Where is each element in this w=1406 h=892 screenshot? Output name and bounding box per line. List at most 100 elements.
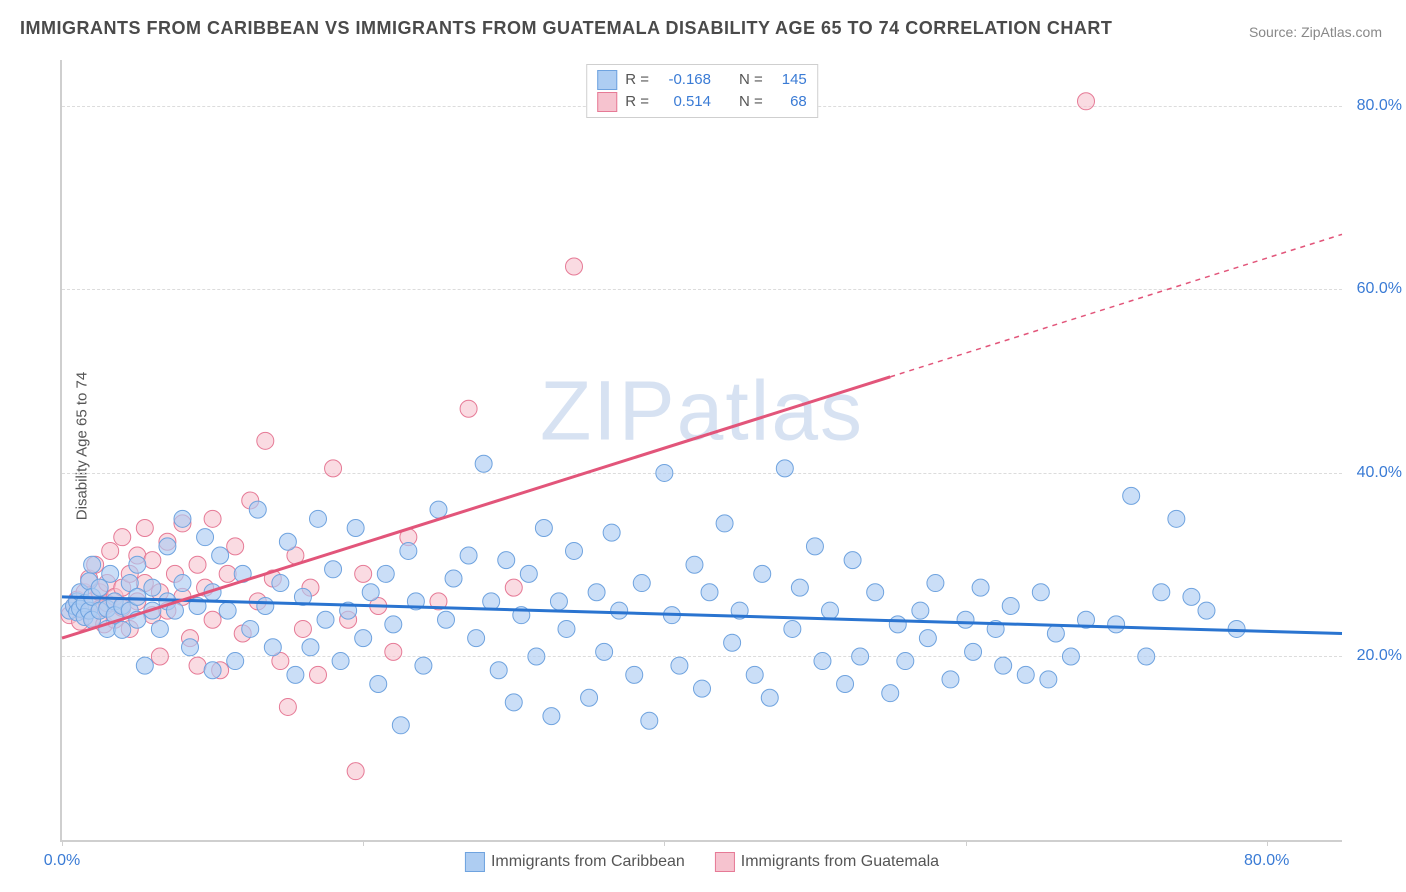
scatter-point-caribbean: [279, 533, 296, 550]
scatter-point-caribbean: [325, 561, 342, 578]
scatter-point-guatemala: [325, 460, 342, 477]
scatter-point-caribbean: [114, 621, 131, 638]
scatter-point-caribbean: [219, 602, 236, 619]
legend-swatch: [597, 92, 617, 112]
source-attribution: Source: ZipAtlas.com: [1249, 24, 1382, 40]
scatter-point-caribbean: [520, 565, 537, 582]
r-label: R =: [625, 69, 649, 91]
scatter-point-caribbean: [84, 556, 101, 573]
scatter-point-caribbean: [310, 510, 327, 527]
scatter-point-guatemala: [189, 556, 206, 573]
scatter-point-guatemala: [102, 542, 119, 559]
scatter-point-caribbean: [1108, 616, 1125, 633]
scatter-point-caribbean: [144, 579, 161, 596]
scatter-point-caribbean: [159, 538, 176, 555]
scatter-point-guatemala: [227, 538, 244, 555]
scatter-point-guatemala: [355, 565, 372, 582]
scatter-point-caribbean: [212, 547, 229, 564]
scatter-point-guatemala: [257, 432, 274, 449]
scatter-point-caribbean: [822, 602, 839, 619]
legend-swatch: [715, 852, 735, 872]
scatter-point-caribbean: [468, 630, 485, 647]
scatter-point-caribbean: [332, 653, 349, 670]
legend-row-guatemala: R =0.514N =68: [597, 91, 807, 113]
trend-line-dashed-guatemala: [890, 234, 1342, 377]
r-value: -0.168: [657, 69, 711, 91]
scatter-point-caribbean: [626, 666, 643, 683]
correlation-legend: R = -0.168 N = 145R = 0.514 N = 68: [586, 64, 818, 118]
n-label: N =: [739, 69, 763, 91]
scatter-point-caribbean: [942, 671, 959, 688]
scatter-point-caribbean: [927, 575, 944, 592]
scatter-point-caribbean: [174, 575, 191, 592]
scatter-point-caribbean: [136, 657, 153, 674]
scatter-point-caribbean: [129, 556, 146, 573]
scatter-point-caribbean: [377, 565, 394, 582]
scatter-point-caribbean: [1040, 671, 1057, 688]
scatter-point-caribbean: [528, 648, 545, 665]
scatter-point-caribbean: [1153, 584, 1170, 601]
scatter-point-caribbean: [302, 639, 319, 656]
scatter-point-caribbean: [1138, 648, 1155, 665]
scatter-point-caribbean: [445, 570, 462, 587]
scatter-point-caribbean: [806, 538, 823, 555]
scatter-point-caribbean: [475, 455, 492, 472]
scatter-point-caribbean: [370, 676, 387, 693]
y-tick-label: 60.0%: [1347, 280, 1402, 298]
scatter-point-caribbean: [317, 611, 334, 628]
scatter-point-caribbean: [505, 694, 522, 711]
x-tick-mark: [363, 840, 364, 846]
scatter-point-guatemala: [189, 657, 206, 674]
scatter-point-caribbean: [550, 593, 567, 610]
scatter-point-caribbean: [1183, 588, 1200, 605]
scatter-point-caribbean: [995, 657, 1012, 674]
r-value: 0.514: [657, 91, 711, 113]
scatter-point-caribbean: [182, 639, 199, 656]
legend-row-caribbean: R = -0.168 N = 145: [597, 69, 807, 91]
y-tick-label: 20.0%: [1347, 647, 1402, 665]
x-tick-mark: [1267, 840, 1268, 846]
scatter-point-caribbean: [581, 689, 598, 706]
y-tick-label: 40.0%: [1347, 464, 1402, 482]
n-label: N =: [739, 91, 763, 113]
scatter-point-caribbean: [837, 676, 854, 693]
n-value: 68: [771, 91, 807, 113]
scatter-point-caribbean: [204, 662, 221, 679]
scatter-point-caribbean: [716, 515, 733, 532]
scatter-point-caribbean: [102, 565, 119, 582]
scatter-point-guatemala: [136, 520, 153, 537]
scatter-point-caribbean: [1047, 625, 1064, 642]
scatter-point-guatemala: [151, 648, 168, 665]
scatter-chart-svg: [62, 60, 1342, 840]
scatter-point-guatemala: [294, 620, 311, 637]
scatter-point-guatemala: [347, 763, 364, 780]
scatter-point-caribbean: [392, 717, 409, 734]
scatter-point-caribbean: [1002, 598, 1019, 615]
scatter-point-caribbean: [151, 620, 168, 637]
scatter-point-caribbean: [656, 464, 673, 481]
x-tick-label: 0.0%: [44, 852, 80, 870]
scatter-point-caribbean: [641, 712, 658, 729]
n-value: 145: [771, 69, 807, 91]
scatter-point-caribbean: [912, 602, 929, 619]
plot-area: ZIPatlas 20.0%40.0%60.0%80.0% R =-0.168N…: [60, 60, 1342, 842]
scatter-point-guatemala: [566, 258, 583, 275]
scatter-point-caribbean: [746, 666, 763, 683]
scatter-point-caribbean: [694, 680, 711, 697]
scatter-point-guatemala: [144, 552, 161, 569]
scatter-point-caribbean: [776, 460, 793, 477]
scatter-point-caribbean: [1032, 584, 1049, 601]
scatter-point-caribbean: [91, 579, 108, 596]
scatter-point-caribbean: [264, 639, 281, 656]
scatter-point-caribbean: [566, 542, 583, 559]
legend-swatch: [597, 70, 617, 90]
scatter-point-caribbean: [791, 579, 808, 596]
scatter-point-caribbean: [415, 657, 432, 674]
scatter-point-caribbean: [287, 666, 304, 683]
scatter-point-caribbean: [430, 501, 447, 518]
scatter-point-caribbean: [174, 510, 191, 527]
scatter-point-guatemala: [310, 666, 327, 683]
scatter-point-caribbean: [701, 584, 718, 601]
y-tick-label: 80.0%: [1347, 97, 1402, 115]
scatter-point-caribbean: [957, 611, 974, 628]
